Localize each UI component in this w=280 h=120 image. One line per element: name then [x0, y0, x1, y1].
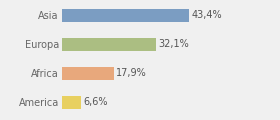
Text: 17,9%: 17,9% — [116, 68, 147, 78]
Bar — [62, 67, 114, 80]
Text: 32,1%: 32,1% — [158, 39, 189, 49]
Bar — [62, 96, 81, 109]
Bar — [62, 38, 156, 51]
Text: 43,4%: 43,4% — [191, 10, 222, 20]
Text: 6,6%: 6,6% — [83, 97, 108, 107]
Bar — [62, 9, 189, 22]
